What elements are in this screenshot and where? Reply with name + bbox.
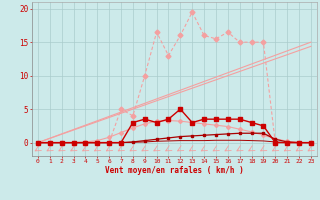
X-axis label: Vent moyen/en rafales ( km/h ): Vent moyen/en rafales ( km/h ) — [105, 166, 244, 175]
